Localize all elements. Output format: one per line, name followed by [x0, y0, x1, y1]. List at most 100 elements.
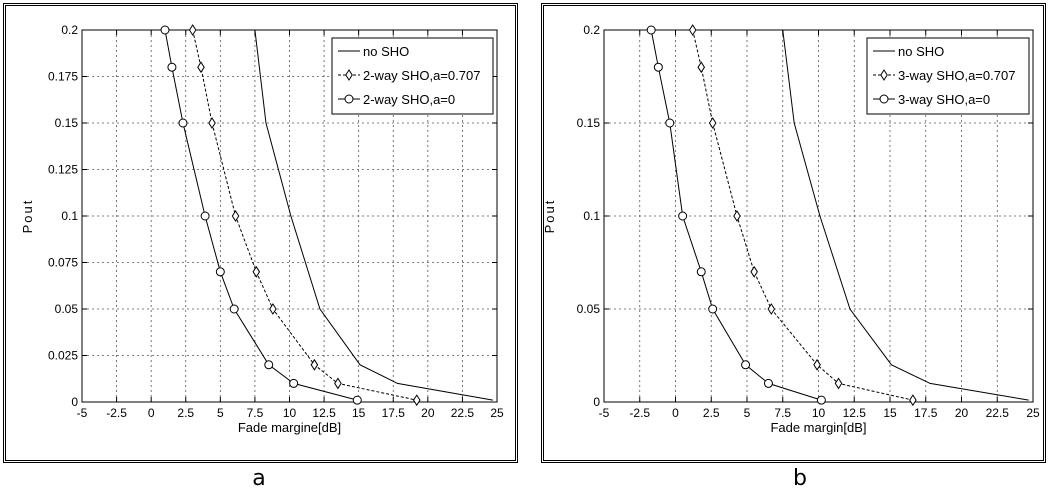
legend-label: 3-way SHO,a=0 — [898, 92, 990, 107]
data-point-circle — [178, 118, 188, 128]
legend-label: no SHO — [363, 44, 409, 59]
x-tick-label: -5 — [77, 406, 88, 420]
x-tick-label: 2.5 — [703, 406, 720, 420]
data-point-circle — [229, 304, 239, 314]
x-tick-label: 20 — [421, 406, 435, 420]
x-tick-label: 17.5 — [914, 406, 938, 420]
data-point-circle — [215, 267, 225, 277]
x-tick-label: 5 — [217, 406, 224, 420]
y-tick-label: 0.025 — [48, 349, 78, 363]
y-axis-label: Pout — [542, 199, 557, 234]
x-tick-label: 7.5 — [774, 406, 791, 420]
data-point-diamond — [208, 117, 216, 129]
x-tick-label: -5 — [599, 406, 610, 420]
data-point-circle — [200, 211, 210, 221]
series-2 — [188, 24, 421, 407]
x-tick-label: 22.5 — [986, 406, 1010, 420]
data-point-diamond — [188, 24, 197, 36]
y-tick-label: 0 — [71, 395, 78, 409]
data-point-diamond — [880, 69, 888, 81]
y-tick-label: 0 — [593, 395, 600, 409]
series-1 — [782, 29, 1029, 401]
x-tick-label: -2.5 — [106, 406, 127, 420]
data-point-circle — [816, 395, 826, 405]
series-3 — [646, 25, 826, 405]
data-point-circle — [344, 94, 354, 104]
x-tick-label: 2.5 — [177, 406, 194, 420]
data-point-diamond — [334, 377, 342, 390]
x-tick-label: 5 — [744, 406, 751, 420]
y-tick-label: 0.075 — [48, 256, 78, 270]
data-point-diamond — [269, 303, 277, 315]
data-point-circle — [678, 211, 688, 221]
legend: no SHO 2-way SHO,a=0.707 2-way SHO,a=0 — [331, 37, 494, 115]
data-point-circle — [653, 62, 663, 72]
x-axis-label: Fade margine[dB] — [238, 420, 341, 435]
x-tick-label: 12.5 — [843, 406, 867, 420]
plot-area: -5 -2.5 0 2.5 5 7.5 10 12.5 15 17.5 20 22.5 25 0 0.025… — [20, 23, 504, 435]
data-point-diamond — [412, 394, 421, 407]
data-point-diamond — [750, 265, 758, 278]
panel-b-caption: b — [793, 466, 807, 491]
x-tick-label: 10 — [283, 406, 297, 420]
legend-label: 2-way SHO,a=0.707 — [363, 68, 480, 83]
plot-area: -5 -2.5 0 2.5 5 7.5 10 12.5 15 17.5 20 22.5 25 0 0.05 0… — [542, 23, 1040, 435]
x-tick-label: 7.5 — [247, 406, 264, 420]
data-point-circle — [160, 25, 170, 35]
y-tick-label: 0.15 — [55, 116, 79, 130]
series-line — [254, 29, 493, 401]
panel-a-caption: a — [252, 466, 266, 491]
axes-box — [81, 29, 498, 403]
y-tick-label: 0.1 — [583, 209, 600, 223]
y-tick-label: 0.05 — [55, 302, 79, 316]
legend-label: no SHO — [898, 44, 944, 59]
data-point-diamond — [767, 303, 776, 315]
series-line — [782, 29, 1029, 401]
data-point-circle — [879, 94, 889, 104]
y-tick-label: 0.05 — [577, 302, 601, 316]
x-tick-label: 22.5 — [451, 406, 475, 420]
data-point-diamond — [697, 61, 706, 74]
data-point-circle — [264, 360, 274, 370]
y-tick-label: 0.2 — [61, 23, 78, 37]
x-tick-label: 25 — [490, 406, 504, 420]
y-tick-label: 0.2 — [583, 23, 600, 37]
data-point-diamond — [688, 24, 697, 36]
data-point-diamond — [733, 210, 741, 222]
data-point-circle — [646, 25, 656, 35]
data-point-circle — [708, 304, 718, 314]
x-tick-label: 12.5 — [312, 406, 336, 420]
x-tick-label: 15 — [352, 406, 366, 420]
data-point-diamond — [708, 117, 717, 129]
y-tick-label: 0.175 — [48, 70, 78, 84]
series-2 — [688, 24, 917, 407]
series-1 — [254, 29, 493, 401]
x-tick-label: 10 — [812, 406, 826, 420]
x-tick-label: 25 — [1026, 406, 1040, 420]
data-point-diamond — [909, 394, 917, 407]
legend-label: 3-way SHO,a=0.707 — [898, 68, 1015, 83]
data-point-diamond — [834, 377, 843, 390]
data-point-circle — [289, 378, 299, 388]
data-point-circle — [696, 267, 706, 277]
legend: no SHO 3-way SHO,a=0.707 3-way SHO,a=0 — [866, 37, 1030, 115]
data-point-diamond — [813, 358, 821, 371]
x-tick-label: -2.5 — [629, 406, 650, 420]
legend-label: 2-way SHO,a=0 — [363, 92, 455, 107]
data-point-circle — [741, 360, 751, 370]
data-point-diamond — [345, 69, 353, 81]
y-tick-label: 0.15 — [577, 116, 601, 130]
x-tick-label: 17.5 — [382, 406, 406, 420]
data-point-diamond — [310, 358, 319, 371]
x-tick-label: 0 — [672, 406, 679, 420]
series-line — [692, 29, 913, 401]
data-point-diamond — [231, 210, 240, 222]
y-tick-label: 0.125 — [48, 163, 78, 177]
data-point-circle — [763, 378, 773, 388]
data-point-circle — [352, 395, 362, 405]
x-tick-label: 0 — [148, 406, 155, 420]
y-axis-label: Pout — [20, 199, 35, 234]
data-point-circle — [665, 118, 675, 128]
data-point-diamond — [197, 61, 205, 74]
